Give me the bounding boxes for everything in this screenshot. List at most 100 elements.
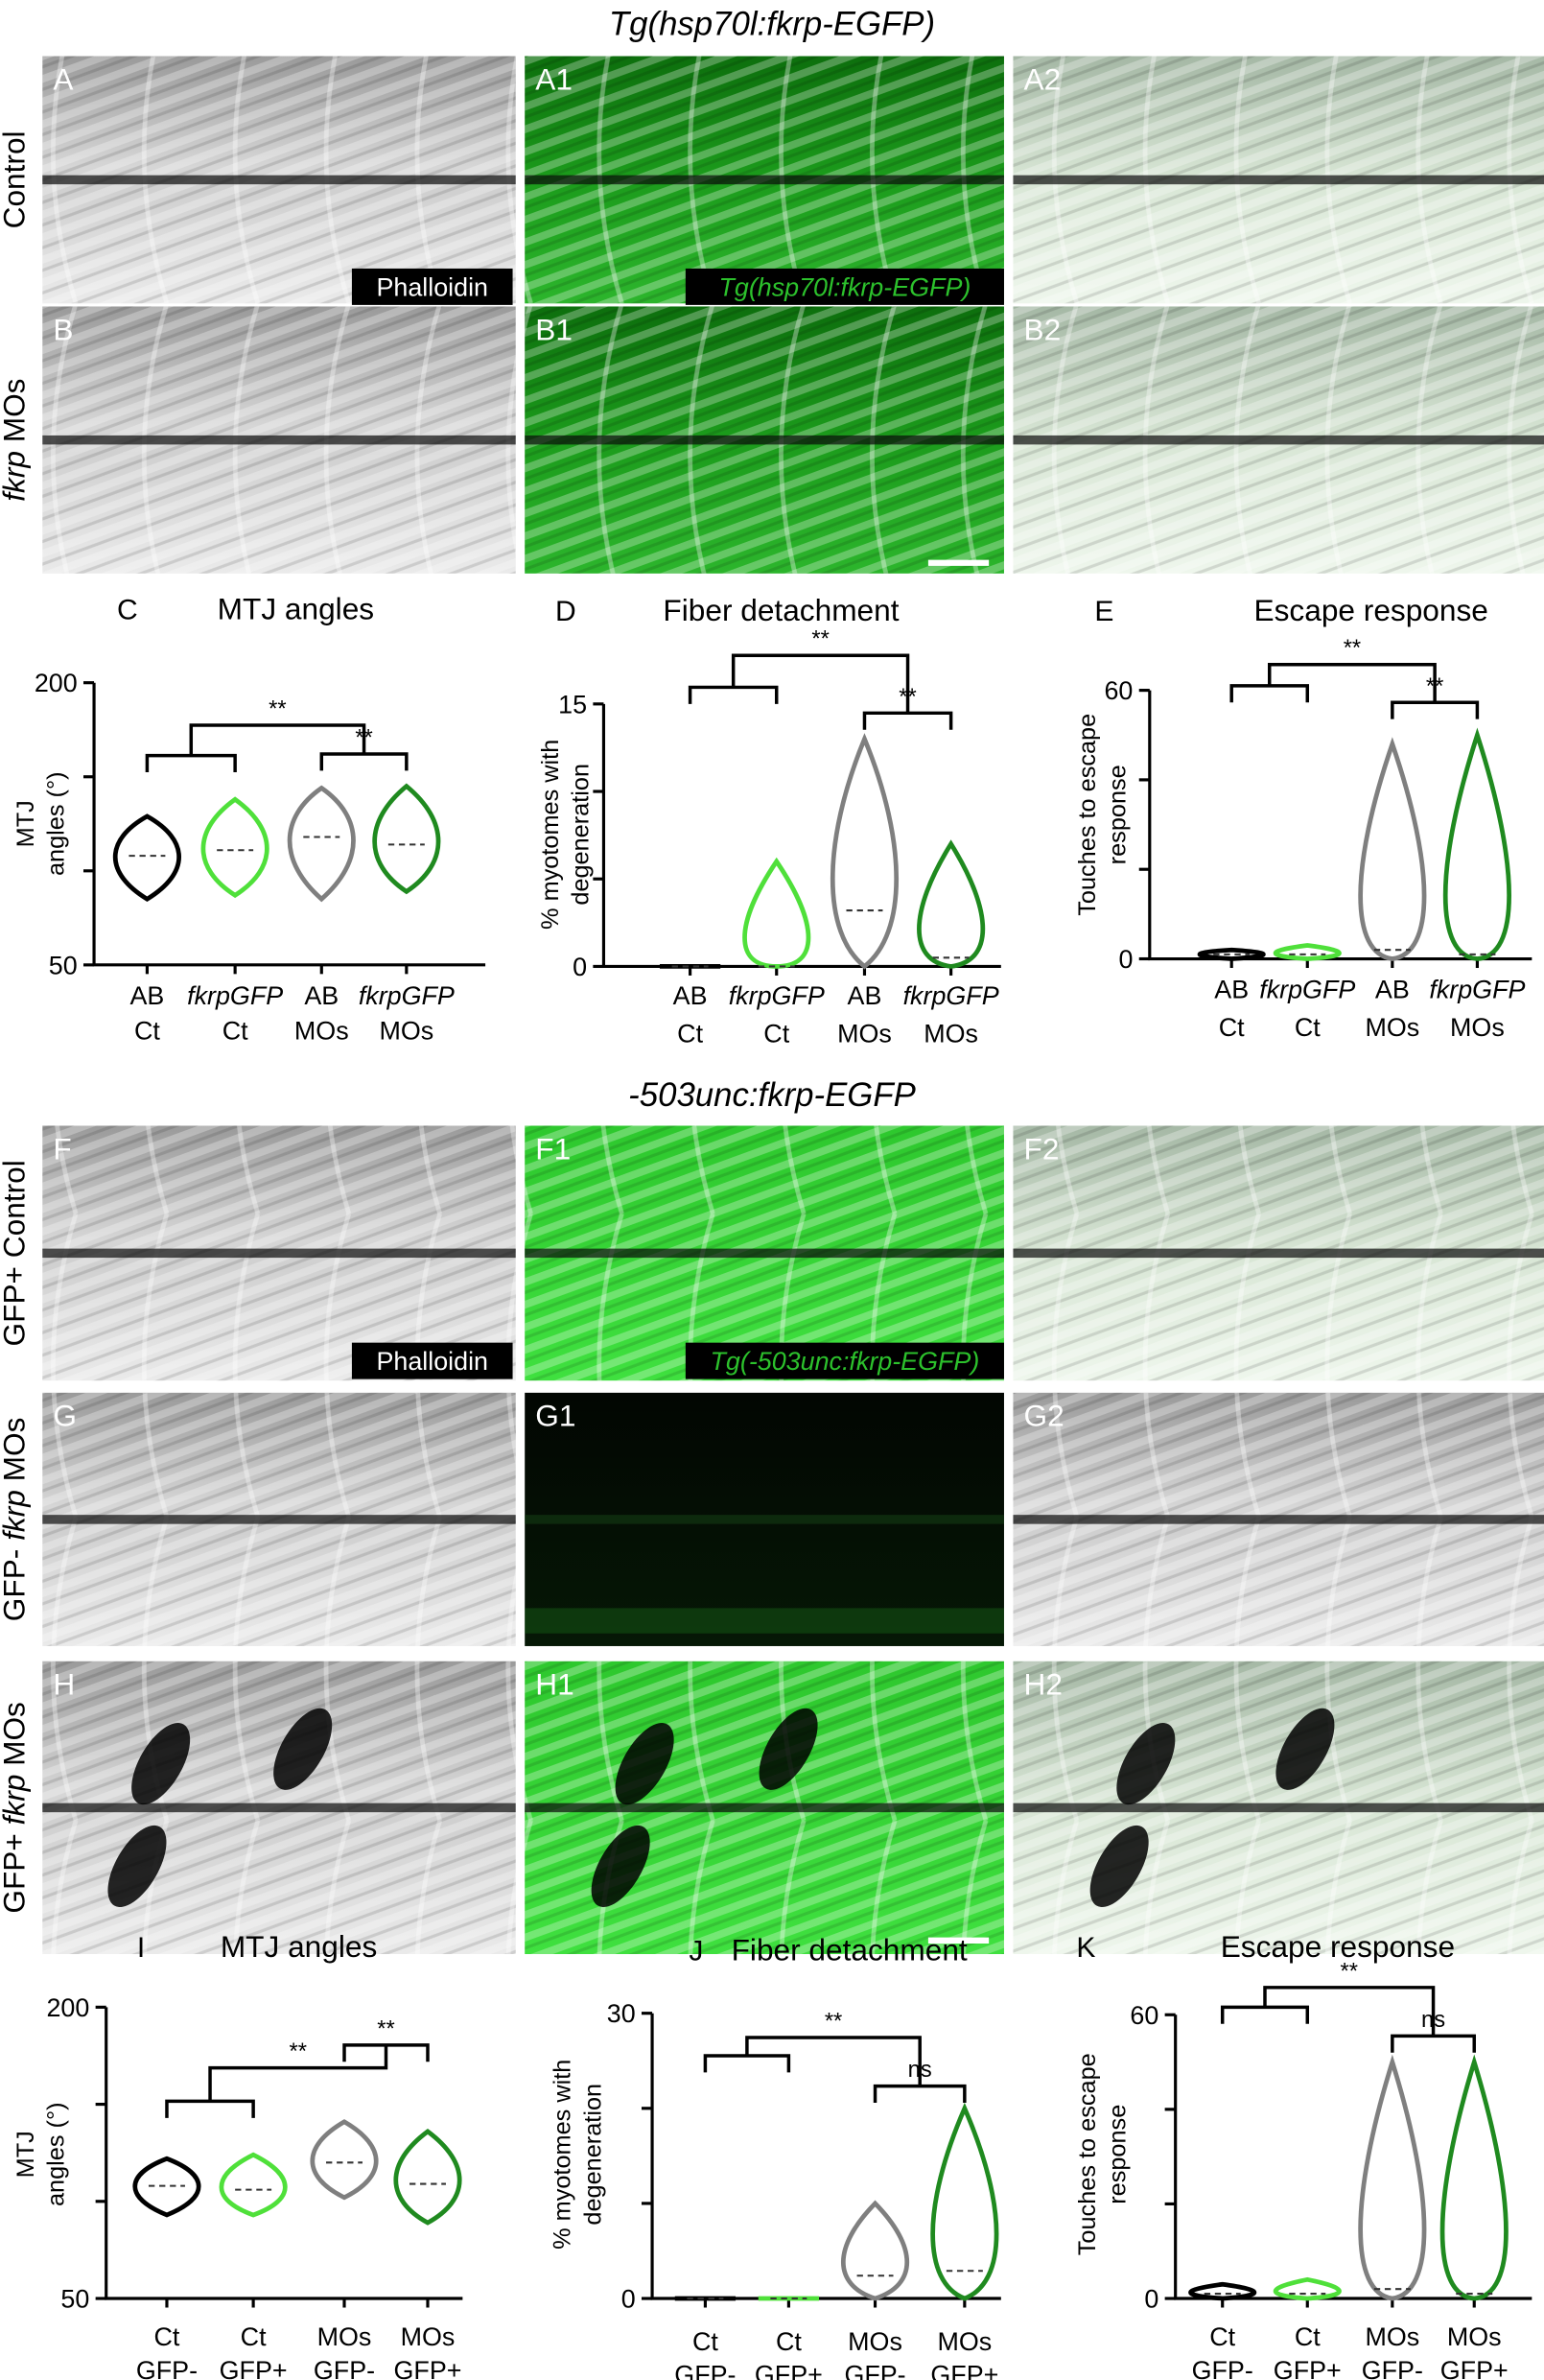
y-axis bbox=[601, 703, 1001, 969]
caption: Phalloidin bbox=[376, 272, 488, 301]
x-tick-label: GFP- bbox=[844, 2361, 905, 2380]
x-tick-label: fkrpGFP bbox=[359, 981, 455, 1010]
row-label: fkrp MOs bbox=[0, 379, 31, 502]
row-label-part: fkrp bbox=[0, 1775, 31, 1826]
row-label: GFP+ Control bbox=[0, 1160, 31, 1346]
lesion bbox=[1275, 1708, 1335, 1790]
panel-letter: C bbox=[117, 594, 138, 625]
row-label-part: GFP+ Control bbox=[0, 1160, 31, 1346]
x-tick-label: GFP+ bbox=[1274, 2356, 1342, 2380]
caption-box bbox=[685, 268, 1004, 305]
chart-title: Escape response bbox=[1221, 1929, 1455, 1964]
micrograph-midline bbox=[525, 1515, 1004, 1524]
chart-title: MTJ angles bbox=[218, 591, 374, 625]
panel-letter: B2 bbox=[1024, 312, 1062, 346]
section-title: -503unc:fkrp-EGFP bbox=[628, 1077, 916, 1114]
y-axis-label-line: % myotomes with bbox=[537, 740, 564, 930]
caption: Phalloidin bbox=[376, 1347, 488, 1376]
x-tick-label: MOs bbox=[848, 2327, 902, 2356]
micrograph-midline bbox=[1013, 175, 1544, 185]
x-tick-label: Ct bbox=[776, 2327, 802, 2356]
y-axis-label-line: angles (°) bbox=[42, 771, 69, 876]
x-tick-label: MOs bbox=[837, 1020, 892, 1049]
significance: ** bbox=[377, 2016, 394, 2041]
micrograph bbox=[525, 306, 1004, 574]
lesion bbox=[131, 1723, 191, 1805]
y-axis-label-line: angles (°) bbox=[42, 2102, 69, 2206]
panel-letter: F1 bbox=[535, 1131, 571, 1166]
violin bbox=[1197, 947, 1266, 961]
y-tick-label: 50 bbox=[60, 2285, 89, 2314]
violin bbox=[393, 2128, 462, 2226]
lesion bbox=[615, 1723, 674, 1805]
lesion bbox=[591, 1825, 650, 1907]
bracket bbox=[1391, 700, 1480, 719]
y-axis-label-line: Touches to escape bbox=[1074, 2053, 1101, 2255]
panel-letter: G1 bbox=[535, 1399, 575, 1433]
x-tick-label: fkrpGFP bbox=[1429, 976, 1525, 1004]
y-axis-label: Touches to escape response bbox=[1074, 714, 1132, 916]
micrograph-midline bbox=[525, 175, 1004, 185]
violin bbox=[310, 2119, 379, 2201]
caption: Tg(-503unc:fkrp-EGFP) bbox=[711, 1347, 980, 1376]
panel-letter: H1 bbox=[535, 1667, 573, 1702]
panel-letter: I bbox=[137, 1932, 145, 1964]
row-label-part: fkrp bbox=[0, 1490, 31, 1541]
panel-letter: G bbox=[53, 1399, 77, 1433]
micrograph bbox=[1013, 1125, 1544, 1381]
y-axis-label: % myotomes with degeneration bbox=[537, 740, 595, 930]
x-tick-label: Ct bbox=[241, 2322, 267, 2351]
x-tick-label: Ct bbox=[1295, 2322, 1321, 2351]
micrograph-midline bbox=[42, 1803, 516, 1813]
x-tick-label: fkrpGFP bbox=[1259, 976, 1355, 1004]
row-label-part: Control bbox=[0, 130, 31, 228]
significance: ** bbox=[899, 685, 916, 710]
bracket bbox=[688, 653, 910, 714]
micrograph bbox=[42, 1661, 516, 1955]
x-tick-label: fkrpGFP bbox=[187, 981, 283, 1010]
x-tick-label: MOs bbox=[294, 1016, 349, 1045]
x-tick-label: Ct bbox=[1219, 1013, 1245, 1042]
micrograph-midline bbox=[525, 1803, 1004, 1813]
y-axis-label-line: MTJ bbox=[12, 800, 39, 847]
panel-letter: B1 bbox=[535, 312, 573, 346]
violin bbox=[1358, 737, 1427, 961]
bracket bbox=[862, 711, 953, 730]
micrograph-midline bbox=[1013, 435, 1544, 445]
chart-title: Fiber detachment bbox=[663, 593, 899, 627]
significance: ** bbox=[1426, 674, 1443, 699]
panel-letter: G2 bbox=[1024, 1399, 1064, 1433]
x-tick-label: fkrpGFP bbox=[729, 981, 825, 1010]
row-label-part: GFP+ bbox=[0, 1825, 31, 1913]
bracket bbox=[1229, 662, 1437, 703]
violin bbox=[112, 813, 181, 902]
lesion bbox=[273, 1708, 333, 1790]
y-axis bbox=[1148, 690, 1532, 961]
bracket bbox=[342, 2043, 430, 2062]
x-tick-label: GFP- bbox=[674, 2361, 736, 2380]
panel-letter: B bbox=[53, 312, 73, 346]
violin bbox=[1273, 2276, 1342, 2301]
x-tick-label: AB bbox=[1375, 976, 1410, 1004]
x-tick-label: MOs bbox=[401, 2322, 456, 2351]
x-tick-label: GFP+ bbox=[1440, 2356, 1509, 2380]
row-label-part: MOs bbox=[0, 379, 31, 452]
x-tick-label: GFP+ bbox=[220, 2356, 288, 2380]
x-tick-label: GFP+ bbox=[394, 2356, 462, 2380]
y-tick-label: 0 bbox=[573, 953, 587, 981]
caption-box bbox=[685, 1342, 1004, 1379]
bracket bbox=[1391, 2034, 1476, 2053]
micrograph-midline bbox=[1013, 1515, 1544, 1524]
y-tick-label: 200 bbox=[46, 1993, 89, 2022]
micrograph-midline bbox=[1013, 1803, 1544, 1813]
y-tick-label: 15 bbox=[558, 690, 587, 719]
bracket bbox=[873, 2084, 967, 2104]
panel-letter: F bbox=[53, 1131, 71, 1166]
row-label: GFP- fkrp MOs bbox=[0, 1418, 31, 1622]
micrograph bbox=[525, 1125, 1004, 1381]
micrograph bbox=[1013, 1661, 1544, 1955]
x-tick-label: AB bbox=[304, 981, 339, 1010]
y-tick-label: 60 bbox=[1130, 2001, 1158, 2030]
y-axis-label: Touches to escape response bbox=[1074, 2053, 1132, 2255]
